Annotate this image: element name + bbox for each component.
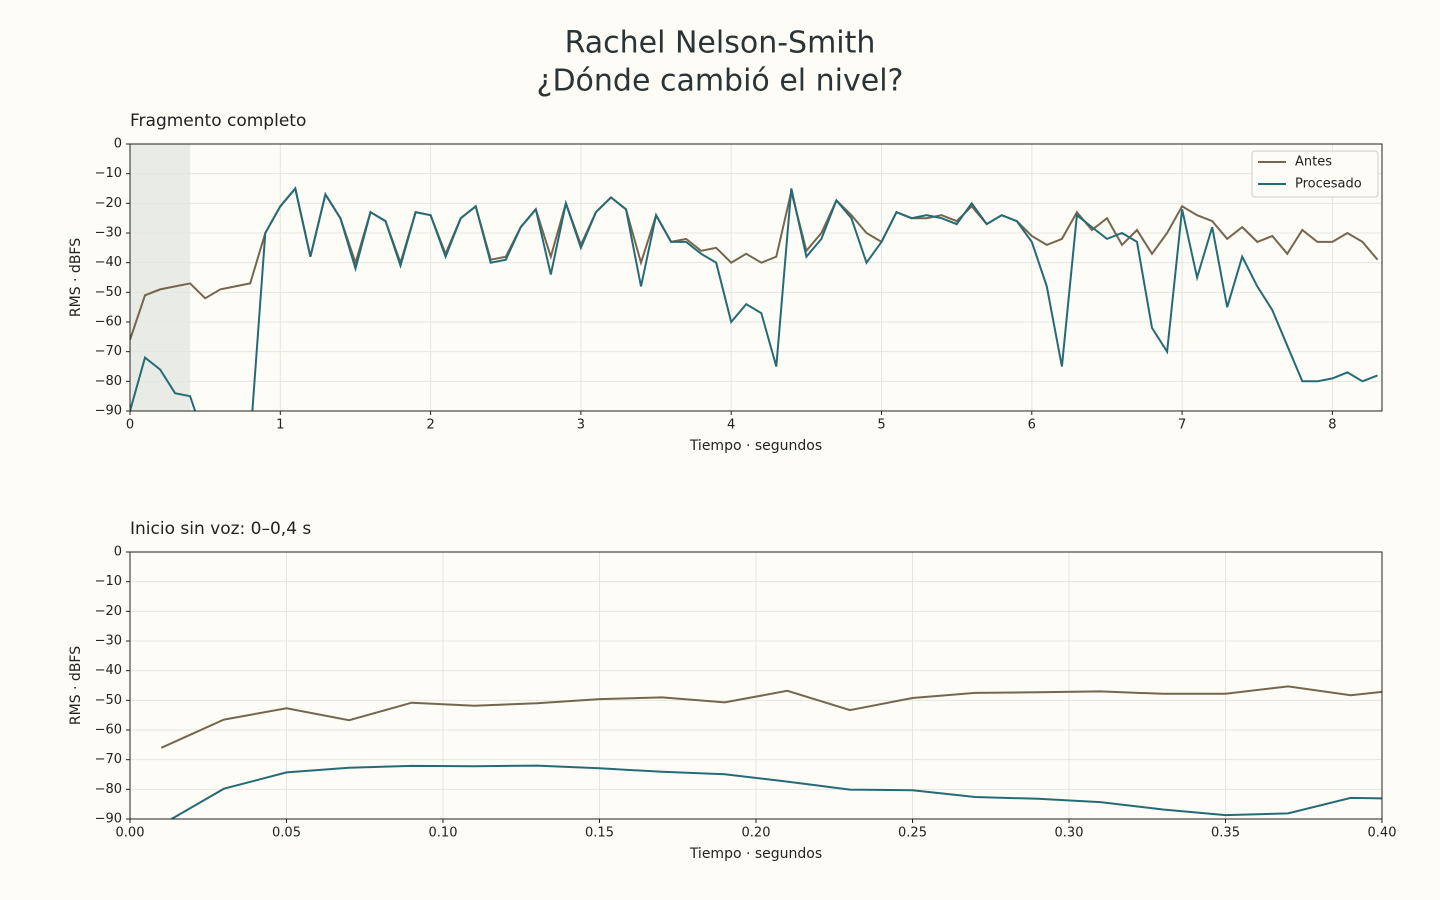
- legend-label: Antes: [1295, 155, 1332, 170]
- x-tick-label: 0.05: [272, 826, 301, 841]
- y-tick-label: −30: [95, 226, 122, 241]
- y-tick-label: −30: [95, 634, 122, 649]
- x-axis-label: Tiempo · segundos: [689, 846, 822, 862]
- legend-label: Procesado: [1295, 177, 1362, 192]
- y-tick-label: −60: [95, 315, 122, 330]
- x-tick-label: 0.20: [742, 826, 771, 841]
- x-axis-label: Tiempo · segundos: [689, 438, 822, 454]
- x-tick-label: 1: [276, 418, 284, 433]
- y-tick-label: 0: [114, 137, 122, 152]
- y-axis-label: RMS · dBFS: [68, 238, 84, 317]
- plot-frame: [129, 143, 1383, 412]
- y-tick-label: −40: [95, 255, 122, 270]
- data-line: [130, 186, 1379, 341]
- y-tick-label: −60: [95, 723, 122, 738]
- x-tick-label: 8: [1328, 418, 1336, 433]
- plot-frame: [129, 551, 1383, 820]
- x-tick-label: 0.10: [429, 826, 458, 841]
- x-tick-label: 0.35: [1211, 826, 1240, 841]
- y-tick-label: −70: [95, 344, 122, 359]
- y-tick-label: −90: [95, 404, 122, 419]
- data-line: [169, 764, 1382, 819]
- y-tick-label: −80: [95, 374, 122, 389]
- y-tick-label: 0: [114, 545, 122, 560]
- x-tick-label: 0.25: [898, 826, 927, 841]
- subplot-title: Fragmento completo: [130, 111, 306, 131]
- y-tick-label: −70: [95, 752, 122, 767]
- x-tick-label: 3: [577, 418, 585, 433]
- y-axis-label: RMS · dBFS: [68, 646, 84, 725]
- figure-title: Rachel Nelson-Smith: [565, 26, 876, 61]
- subplot-title: Inicio sin voz: 0–0,4 s: [130, 519, 311, 539]
- x-tick-label: 2: [426, 418, 434, 433]
- data-line: [130, 186, 1378, 411]
- x-tick-label: 4: [727, 418, 735, 433]
- y-tick-label: −90: [95, 812, 122, 827]
- highlight-band: [130, 144, 191, 411]
- y-tick-label: −10: [95, 166, 122, 181]
- data-line: [160, 685, 1382, 749]
- plot-lines: [160, 685, 1382, 819]
- y-tick-label: −20: [95, 604, 122, 619]
- x-tick-label: 0: [126, 418, 134, 433]
- x-tick-label: 0.00: [116, 826, 145, 841]
- x-tick-label: 5: [877, 418, 885, 433]
- y-tick-label: −40: [95, 663, 122, 678]
- x-tick-label: 6: [1028, 418, 1036, 433]
- y-tick-label: −10: [95, 574, 122, 589]
- y-tick-label: −50: [95, 693, 122, 708]
- x-tick-label: 0.15: [585, 826, 614, 841]
- x-tick-label: 0.30: [1055, 826, 1084, 841]
- x-tick-label: 7: [1178, 418, 1186, 433]
- y-tick-label: −50: [95, 285, 122, 300]
- x-tick-label: 0.40: [1368, 826, 1397, 841]
- y-tick-label: −80: [95, 782, 122, 797]
- figure-subtitle: ¿Dónde cambió el nivel?: [537, 64, 904, 99]
- y-tick-label: −20: [95, 196, 122, 211]
- plot-lines: [130, 186, 1379, 411]
